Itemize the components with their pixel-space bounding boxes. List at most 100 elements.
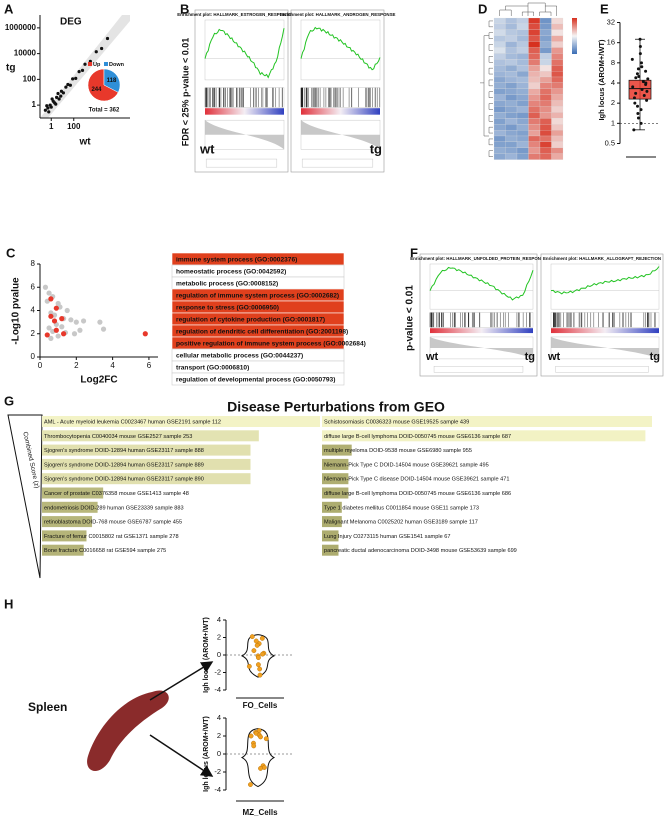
heatmap-cell <box>493 88 506 95</box>
y-tick-label: 0.5 <box>605 138 615 147</box>
point <box>246 663 252 669</box>
heatmap-cell <box>516 59 529 66</box>
deg-point <box>66 82 70 87</box>
heatmap-cell <box>551 35 564 42</box>
arrow <box>149 734 214 777</box>
legend-label: Up <box>93 62 101 68</box>
score-bar <box>322 501 342 513</box>
heatmap-cell <box>551 135 564 143</box>
heatmap-cell <box>516 47 529 54</box>
gsea-title: Enrichment plot: HALLMARK_ALLOGRAFT_REJE… <box>543 256 661 261</box>
heatmap-cell <box>551 106 564 113</box>
go-term: regulation of developmental process (GO:… <box>176 376 335 383</box>
heatmap-cell <box>528 147 541 154</box>
heatmap-cell <box>551 53 564 60</box>
heatmap-cell <box>539 135 552 143</box>
point <box>639 108 643 112</box>
y-tick-label: -2 <box>214 767 221 776</box>
deg-point <box>57 97 61 101</box>
point <box>59 324 65 330</box>
heatmap-cell <box>528 112 541 119</box>
x-tick-label: 1 <box>49 122 54 131</box>
point <box>73 319 79 325</box>
panel-label: H <box>4 596 13 611</box>
heatmap-cell <box>493 82 506 89</box>
point <box>142 331 148 337</box>
legend-swatch <box>104 62 108 66</box>
gsea-legend-box <box>555 366 649 373</box>
heatmap-cell <box>505 118 518 125</box>
x-tick-label: 100 <box>67 122 81 131</box>
heatmap-cell <box>493 23 506 30</box>
heatmap-cell <box>505 147 518 154</box>
heatmap-cell <box>539 17 552 25</box>
disease-term: Malignant Melanoma C0025202 human GSE318… <box>324 520 478 526</box>
point <box>248 733 254 739</box>
panel-label: D <box>478 1 487 16</box>
point <box>644 82 648 86</box>
point <box>253 638 259 644</box>
heatmap-cell <box>493 59 506 66</box>
heatmap-cell <box>528 106 541 113</box>
y-tick-label: 2 <box>217 731 221 740</box>
point <box>80 318 87 324</box>
score-bar <box>322 516 342 528</box>
heatmap-cell <box>528 141 541 148</box>
point <box>251 648 257 654</box>
gsea-title: Enrichment plot: HALLMARK_ESTROGEN_RESPO… <box>177 12 306 17</box>
heatmap-cell <box>539 118 552 125</box>
heatmap-cell <box>528 23 541 30</box>
point <box>631 85 635 89</box>
pie-slice <box>87 68 119 102</box>
y-axis-label: Igh locus (AROM+/WT) <box>203 617 210 693</box>
heatmap-cell <box>516 94 529 101</box>
heatmap-cell <box>539 112 552 119</box>
point <box>645 98 649 102</box>
heatmap-cell <box>505 94 518 101</box>
score-bar <box>42 473 251 485</box>
point <box>248 782 253 787</box>
es-plot-frame <box>204 19 285 81</box>
ranked-metric <box>301 120 380 150</box>
group-label: wt <box>547 351 561 363</box>
deg-point <box>77 70 81 74</box>
group-label: FO_Cells <box>243 701 278 710</box>
heatmap-cell <box>505 124 518 131</box>
point <box>634 91 638 95</box>
heatmap-cell <box>551 130 564 137</box>
heatmap-cell <box>551 100 564 107</box>
heatmap-cell <box>505 88 518 95</box>
heatmap-cell <box>493 76 506 84</box>
legend-label: Down <box>109 62 125 68</box>
heatmap-cell <box>551 147 564 154</box>
point <box>254 642 260 648</box>
deg-point <box>94 50 98 54</box>
heatmap-cell <box>539 59 552 66</box>
heatmap-cell <box>493 41 506 48</box>
ranked-frame <box>300 119 381 150</box>
x-tick-label: 4 <box>110 361 115 370</box>
point <box>251 743 257 749</box>
rank-colorbar <box>301 108 380 115</box>
rank-colorbar <box>205 108 284 115</box>
disease-term: pancreatic ductal adenocarcinoma DOID-34… <box>324 548 517 554</box>
point <box>636 116 640 120</box>
heatmap-cell <box>528 17 541 25</box>
point <box>636 67 640 71</box>
score-bar <box>42 544 84 556</box>
heatmap-cell <box>551 70 564 78</box>
disease-term: Sjogren's syndrome DOID-12894 human GSE2… <box>44 448 204 454</box>
disease-term: retinoblastoma DOID-768 mouse GSE6787 sa… <box>44 520 182 526</box>
heatmap-cell <box>539 82 552 89</box>
y-tick-label: 4 <box>611 78 615 87</box>
heatmap-cell <box>493 112 506 119</box>
group-label: tg <box>370 141 382 156</box>
colorbar <box>572 18 577 54</box>
disease-term: Thrombocytopenia C0040034 mouse GSE2527 … <box>44 434 192 440</box>
point <box>632 96 636 100</box>
disease-term: Fracture of femur C0015802 rat GSE1371 s… <box>44 534 179 540</box>
heatmap-cell <box>516 70 529 78</box>
heatmap-cell <box>505 135 518 143</box>
score-bar <box>42 516 93 528</box>
